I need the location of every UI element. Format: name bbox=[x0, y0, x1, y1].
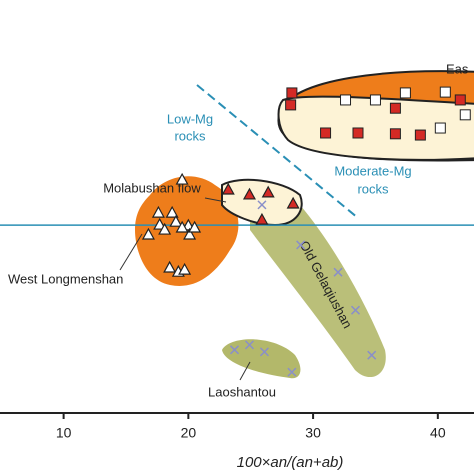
molabushan-region bbox=[221, 178, 303, 227]
triangle-point bbox=[175, 172, 189, 185]
triangle-point bbox=[255, 212, 269, 225]
cross-point bbox=[287, 367, 297, 377]
triangle-point bbox=[165, 205, 179, 218]
triangle-point bbox=[163, 260, 177, 273]
annotation: Low-Mg bbox=[167, 111, 213, 126]
triangle-point bbox=[261, 185, 275, 198]
cross-point bbox=[367, 350, 377, 360]
square-point bbox=[340, 94, 352, 106]
triangle-point bbox=[242, 187, 256, 200]
annotation: Eas bbox=[446, 61, 469, 76]
square-point bbox=[369, 94, 381, 106]
square-point bbox=[414, 129, 426, 141]
triangle-point bbox=[178, 262, 192, 275]
x-axis-label: 100×an/(an+ab) bbox=[237, 454, 344, 471]
annotation: rocks bbox=[174, 128, 206, 143]
divider-line bbox=[196, 84, 359, 219]
triangle-point bbox=[221, 182, 235, 195]
leader-line bbox=[204, 197, 227, 203]
triangle-point bbox=[153, 217, 167, 230]
square-point bbox=[352, 127, 364, 139]
square-point bbox=[439, 86, 451, 98]
cross-point bbox=[333, 267, 343, 277]
cross-point bbox=[244, 340, 255, 350]
old-gelaqiushan-region bbox=[250, 196, 386, 378]
cross-point bbox=[296, 240, 306, 250]
square-point bbox=[286, 87, 298, 99]
square-point bbox=[389, 102, 401, 114]
triangle-point bbox=[169, 214, 183, 227]
region-label: West Longmenshan bbox=[8, 271, 123, 286]
square-point bbox=[389, 128, 401, 140]
leader-line bbox=[119, 233, 143, 271]
x-tick-label: 20 bbox=[181, 425, 197, 441]
square-point bbox=[320, 127, 332, 139]
triangle-point bbox=[175, 220, 189, 233]
x-tick-label: 10 bbox=[56, 425, 72, 441]
square-point bbox=[454, 94, 466, 106]
square-point bbox=[434, 122, 446, 134]
leader-line bbox=[239, 361, 251, 381]
annotation: Moderate-Mg bbox=[334, 163, 411, 178]
annotation: rocks bbox=[357, 181, 389, 196]
triangle-point bbox=[286, 196, 300, 209]
cross-point bbox=[257, 200, 267, 210]
cross-point bbox=[229, 345, 240, 355]
cross-point bbox=[259, 347, 269, 357]
square-point bbox=[399, 87, 411, 99]
triangle-point bbox=[158, 222, 172, 235]
triangle-point bbox=[188, 220, 202, 233]
square-point bbox=[459, 109, 471, 121]
cross-point bbox=[350, 305, 361, 315]
triangle-point bbox=[141, 227, 155, 240]
triangle-point bbox=[183, 227, 197, 240]
laoshantou-region bbox=[222, 339, 301, 379]
triangle-point bbox=[151, 205, 165, 218]
x-tick-label: 30 bbox=[305, 425, 321, 441]
square-point bbox=[285, 99, 297, 111]
region-label: Laoshantou bbox=[208, 384, 276, 399]
x-tick-label: 40 bbox=[430, 425, 446, 441]
